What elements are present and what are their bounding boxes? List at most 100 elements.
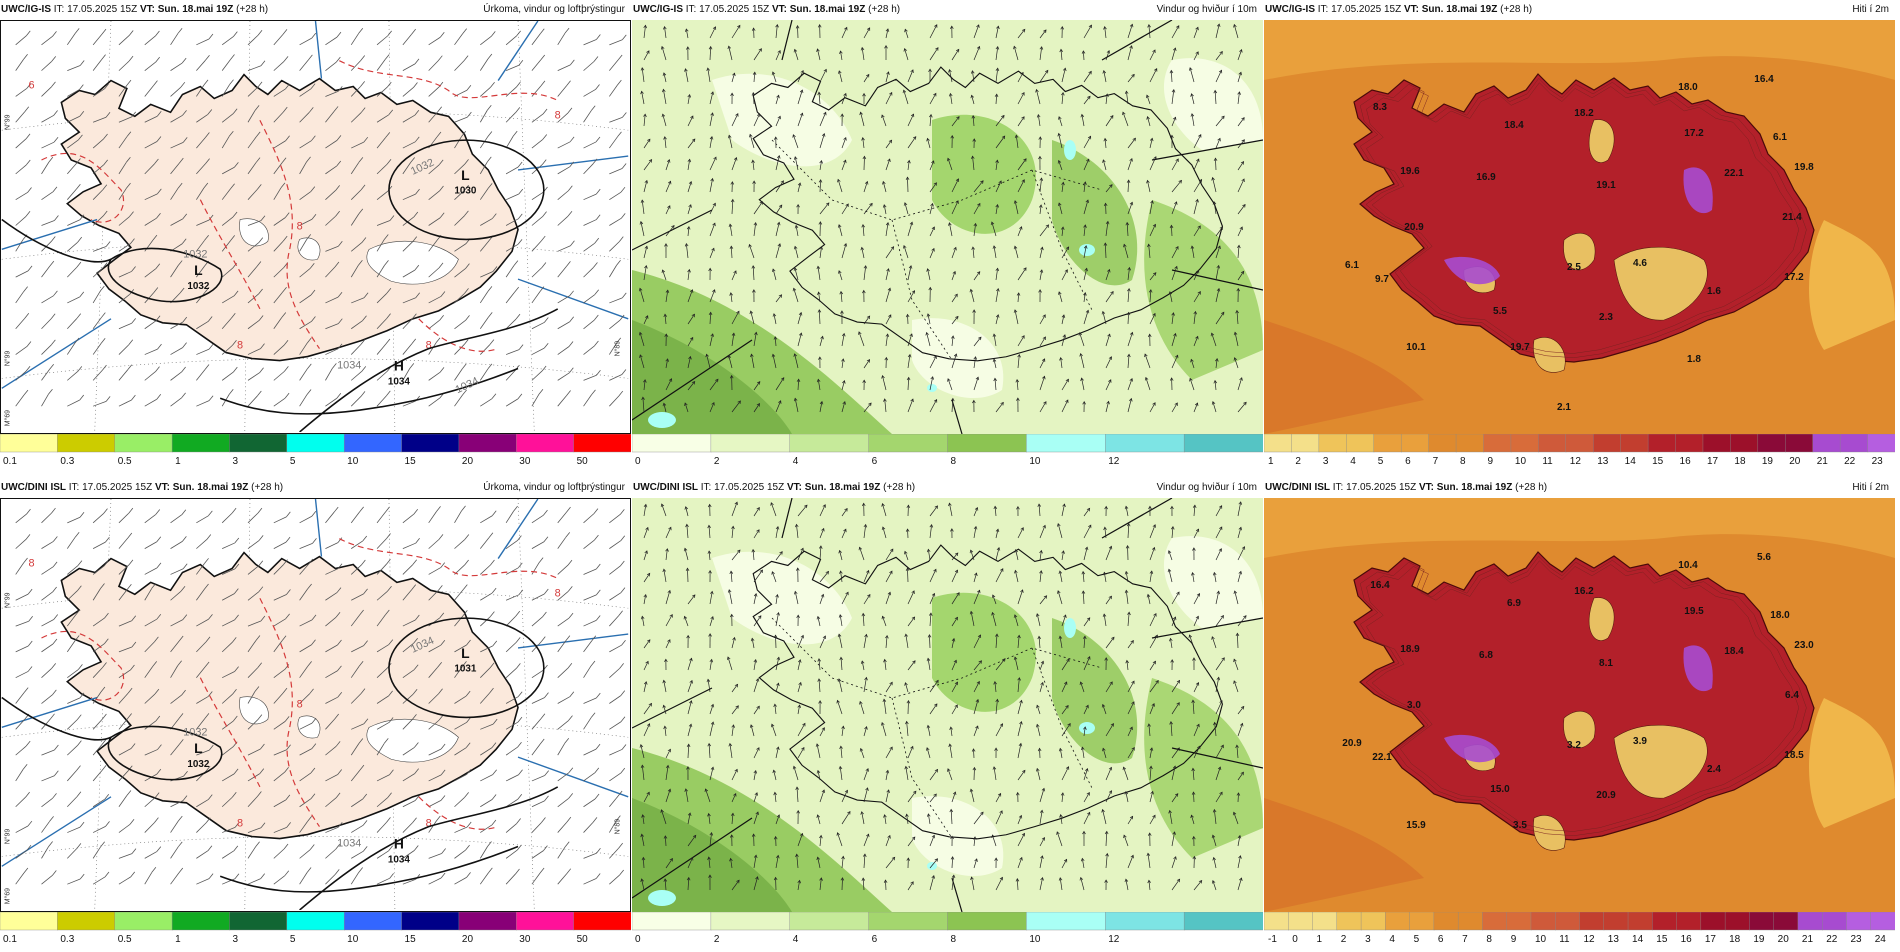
legend-tick-label: 10	[347, 934, 359, 945]
temperature-value-label: 5.6	[1757, 552, 1771, 563]
legend-swatch	[1676, 434, 1704, 452]
lead-time: (+28 h)	[868, 4, 900, 15]
temperature-value-label: 4.6	[1633, 258, 1647, 269]
legend-tick-label: 7	[1462, 934, 1468, 945]
wind-map[interactable]	[632, 20, 1263, 434]
legend-tick-label: 4	[1389, 934, 1395, 945]
temperature-value-label: 3.2	[1567, 740, 1581, 751]
legend-tick-label: 20	[462, 456, 474, 467]
legend-swatch	[1456, 434, 1484, 452]
legend-swatch	[229, 434, 287, 452]
legend-swatch	[1813, 434, 1841, 452]
color-scale	[0, 912, 631, 930]
temperature-value-label: 18.0	[1770, 610, 1790, 621]
legend-swatch	[1319, 434, 1347, 452]
legend-swatch	[1511, 434, 1539, 452]
legend-swatch	[632, 912, 711, 930]
valid-time: Sun. 18.mai 19Z	[173, 482, 249, 493]
legend-tick-label: 0	[635, 456, 641, 467]
init-time: 17.05.2025 15Z	[699, 4, 769, 15]
init-label: IT:	[54, 4, 65, 15]
panel-row2-precip: UWC/DINI ISL IT: 17.05.2025 15Z VT: Sun.…	[0, 478, 631, 952]
legend-swatch	[1677, 912, 1702, 930]
temperature-value-label: 9.7	[1375, 274, 1389, 285]
color-scale	[1264, 434, 1895, 452]
temperature-value-label: 20.9	[1404, 222, 1424, 233]
high-pressure-symbol: H	[394, 835, 404, 851]
init-label: IT:	[686, 4, 697, 15]
legend-swatch	[344, 912, 402, 930]
legend-swatch	[1798, 912, 1823, 930]
legend-tick-label: 11	[1542, 456, 1553, 467]
legend-swatch	[516, 912, 574, 930]
high-pressure-value: 1034	[388, 376, 411, 387]
isobar-label: 1032	[183, 248, 207, 260]
legend-tick-label: 20	[1778, 934, 1790, 945]
temperature-value-label: 16.2	[1574, 586, 1594, 597]
legend-tick-label: 14	[1625, 456, 1637, 467]
legend-tick-label: 10	[1535, 934, 1547, 945]
init-label: IT:	[69, 482, 80, 493]
temperature-value-label: 3.9	[1633, 736, 1647, 747]
legend-swatch	[1840, 434, 1868, 452]
legend-tick-label: 3	[232, 934, 238, 945]
model-name: UWC/IG-IS	[633, 4, 683, 15]
product-title: Úrkoma, vindur og loftþrýstingur	[483, 478, 625, 498]
legend-swatch	[1434, 912, 1459, 930]
temperature-value-label: 18.2	[1574, 108, 1594, 119]
legend-tick-label: 15	[1652, 456, 1664, 467]
legend-swatch	[1621, 434, 1649, 452]
legend-tick-label: 50	[577, 456, 589, 467]
legend-tick-label: 7	[1433, 456, 1439, 467]
legend-tick-label: 20	[462, 934, 474, 945]
legend-tick-label: 19	[1762, 456, 1774, 467]
lead-time: (+28 h)	[236, 4, 268, 15]
legend-swatch	[0, 434, 58, 452]
legend-swatch	[1774, 912, 1799, 930]
legend-swatch	[402, 434, 460, 452]
init-label: IT:	[701, 482, 712, 493]
temperature-value-label: 6.1	[1773, 132, 1787, 143]
legend-swatch	[1105, 912, 1184, 930]
legend-swatch	[1531, 912, 1556, 930]
temperature-value-label: 16.4	[1370, 580, 1390, 591]
low-pressure-symbol: L	[461, 167, 470, 183]
model-name: UWC/IG-IS	[1, 4, 51, 15]
panel-header: UWC/DINI ISL IT: 17.05.2025 15Z VT: Sun.…	[632, 478, 1263, 498]
temperature-value-label: 2.1	[1557, 402, 1571, 413]
legend-tick-label: 15	[1656, 934, 1668, 945]
temperature-value-label: 3.0	[1407, 700, 1421, 711]
temperature-value-label: 19.5	[1684, 606, 1704, 617]
low-pressure-value: 1030	[454, 186, 477, 197]
legend-tick-label: 0	[1292, 934, 1298, 945]
legend-swatch	[1483, 434, 1511, 452]
temperature-value-label: 5.5	[1493, 306, 1507, 317]
legend-swatch	[1026, 434, 1105, 452]
panel-row1-temp: UWC/IG-IS IT: 17.05.2025 15Z VT: Sun. 18…	[1264, 0, 1895, 474]
legend-tick-label: 14	[1632, 934, 1644, 945]
legend-swatch	[1184, 912, 1263, 930]
product-title: Hiti í 2m	[1852, 478, 1889, 498]
legend-tick-label: 50	[577, 934, 589, 945]
legend-tick-label: 6	[872, 456, 878, 467]
lead-time: (+28 h)	[1500, 4, 1532, 15]
legend-tick-label: 24	[1875, 934, 1887, 945]
legend-tick-label: 10	[1029, 934, 1041, 945]
legend-tick-label: 4	[793, 934, 799, 945]
temperature-value-label: 20.9	[1596, 790, 1616, 801]
legend-tick-label: 13	[1608, 934, 1620, 945]
legend-tick-label: 0.3	[60, 456, 74, 467]
legend-swatch	[1604, 912, 1629, 930]
product-title: Úrkoma, vindur og loftþrýstingur	[483, 0, 625, 20]
temperature-value-label: 23.0	[1794, 640, 1814, 651]
wind-map[interactable]	[632, 498, 1263, 912]
legend-tick-label: 21	[1802, 934, 1814, 945]
legend-swatch	[1648, 434, 1676, 452]
legend-tick-label: 22	[1826, 934, 1838, 945]
temperature-value-label: 6.1	[1345, 260, 1359, 271]
